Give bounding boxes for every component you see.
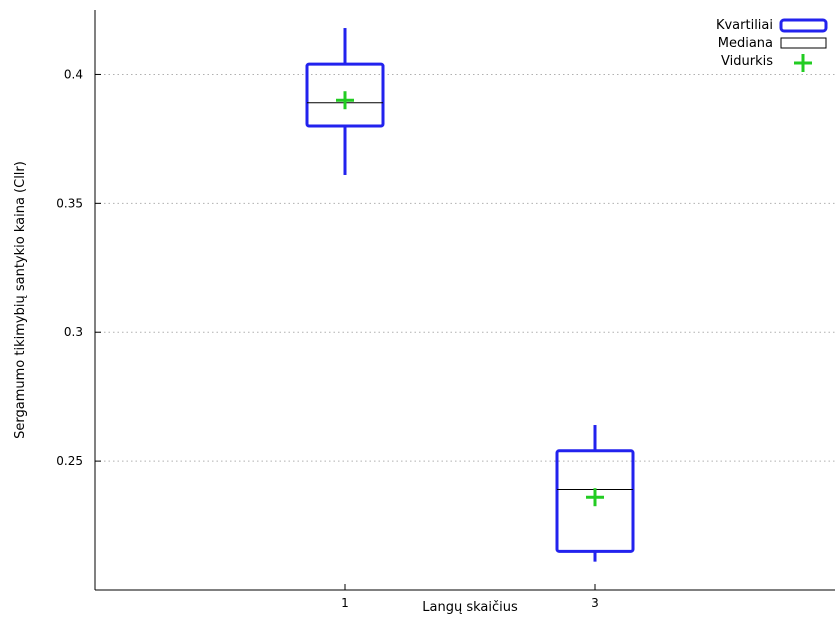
legend-label-quartiles: Kvartiliai bbox=[716, 18, 773, 33]
x-axis-label: Langų skaičius bbox=[422, 600, 518, 615]
mean-marker bbox=[336, 91, 354, 110]
y-tick-label: 0.4 bbox=[64, 67, 83, 81]
legend-swatch-median bbox=[780, 37, 827, 49]
y-ticks: 0.25 0.3 0.35 0.4 bbox=[56, 67, 101, 468]
box-quartiles bbox=[305, 62, 385, 128]
grid-lines bbox=[95, 73, 835, 462]
mean-marker bbox=[586, 488, 604, 507]
y-tick-label: 0.3 bbox=[64, 325, 83, 339]
x-tick-label: 3 bbox=[591, 596, 599, 610]
boxes bbox=[305, 28, 635, 562]
box-group bbox=[555, 425, 635, 562]
x-tick-label: 1 bbox=[341, 596, 349, 610]
legend-label-median: Mediana bbox=[718, 36, 773, 51]
y-tick-label: 0.25 bbox=[56, 454, 83, 468]
y-tick-label: 0.35 bbox=[56, 196, 83, 210]
box-quartiles bbox=[555, 449, 635, 553]
y-axis-label: Sergamumo tikimybių santykio kaina (Cllr… bbox=[13, 161, 28, 439]
box-group bbox=[305, 28, 385, 175]
legend: Kvartiliai Mediana Vidurkis bbox=[716, 18, 828, 72]
legend-swatch-quartiles bbox=[779, 18, 828, 33]
legend-label-mean: Vidurkis bbox=[721, 54, 773, 69]
axes bbox=[94, 10, 835, 591]
legend-swatch-mean bbox=[794, 54, 812, 72]
